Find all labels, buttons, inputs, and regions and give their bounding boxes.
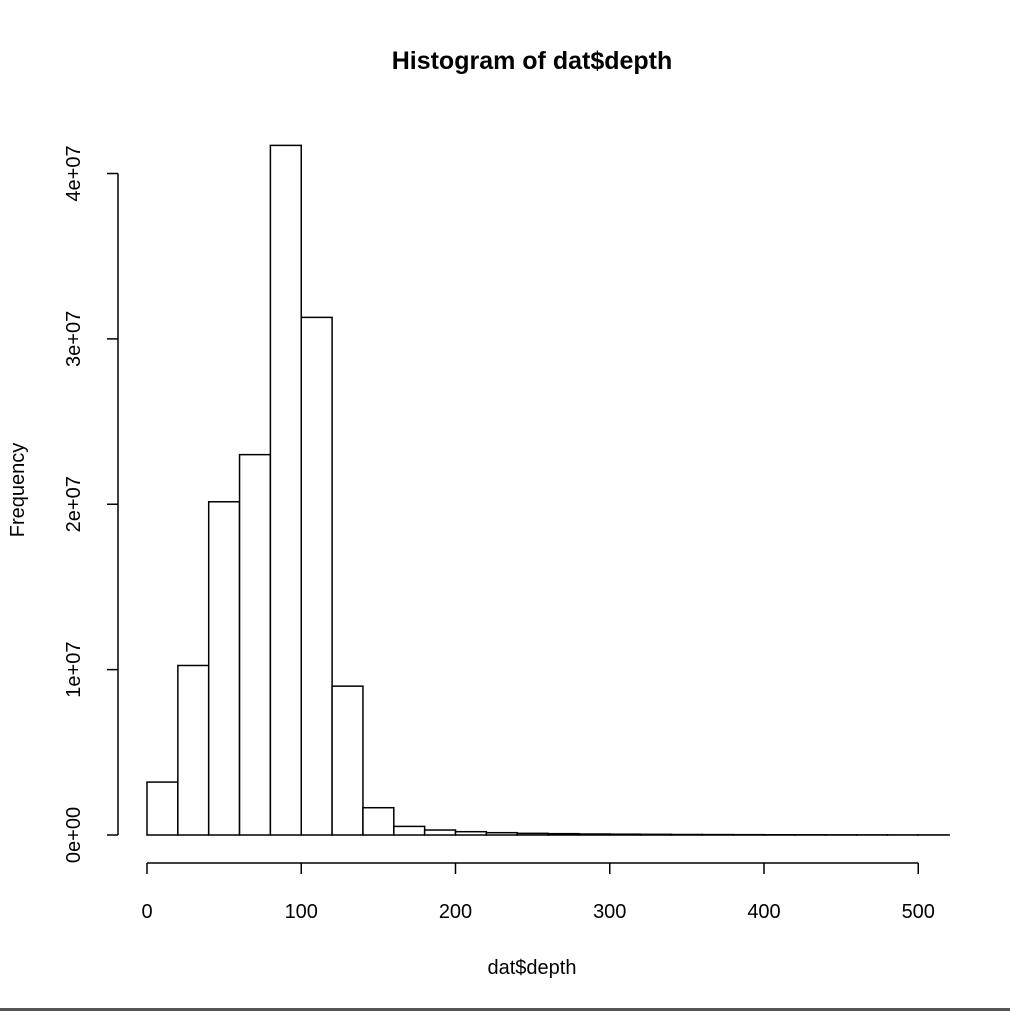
histogram-bar (269, 144, 302, 836)
histogram-bar (146, 781, 179, 836)
histogram-bar (300, 316, 333, 836)
histogram-bar (177, 664, 210, 836)
y-axis-title: Frequency (7, 443, 29, 538)
x-tick-label: 500 (902, 901, 935, 923)
histogram-bar (393, 825, 426, 836)
y-axis: 0e+00 1e+07 2e+07 3e+07 4e+07 (63, 145, 119, 863)
histogram-bar (516, 832, 549, 836)
histogram-bar (639, 833, 673, 836)
histogram-bar (485, 831, 518, 836)
y-tick-label: 0e+00 (63, 807, 85, 863)
histogram-bar (238, 453, 272, 836)
x-tick-label: 400 (747, 901, 780, 923)
histogram-bar (207, 501, 241, 836)
chart-title: Histogram of dat$depth (392, 47, 673, 75)
bottom-border (0, 1008, 1010, 1011)
x-axis: 0 100 200 300 400 500 (141, 862, 935, 923)
bars-group (146, 144, 950, 836)
histogram-bar (454, 830, 488, 836)
y-tick-label: 1e+07 (63, 642, 85, 698)
histogram-bar (609, 833, 642, 836)
y-tick-label: 2e+07 (63, 476, 85, 532)
x-axis-title: dat$depth (488, 957, 577, 979)
y-tick-label: 3e+07 (63, 311, 85, 367)
histogram-bar (331, 685, 364, 836)
histogram-bar (362, 806, 395, 836)
x-tick-label: 0 (141, 901, 152, 923)
x-tick-label: 300 (593, 901, 626, 923)
histogram-bar (578, 833, 611, 836)
histogram-bar (547, 832, 580, 836)
x-tick-label: 200 (439, 901, 472, 923)
y-tick-label: 4e+07 (63, 145, 85, 201)
x-tick-label: 100 (285, 901, 318, 923)
histogram-bar (423, 829, 457, 836)
